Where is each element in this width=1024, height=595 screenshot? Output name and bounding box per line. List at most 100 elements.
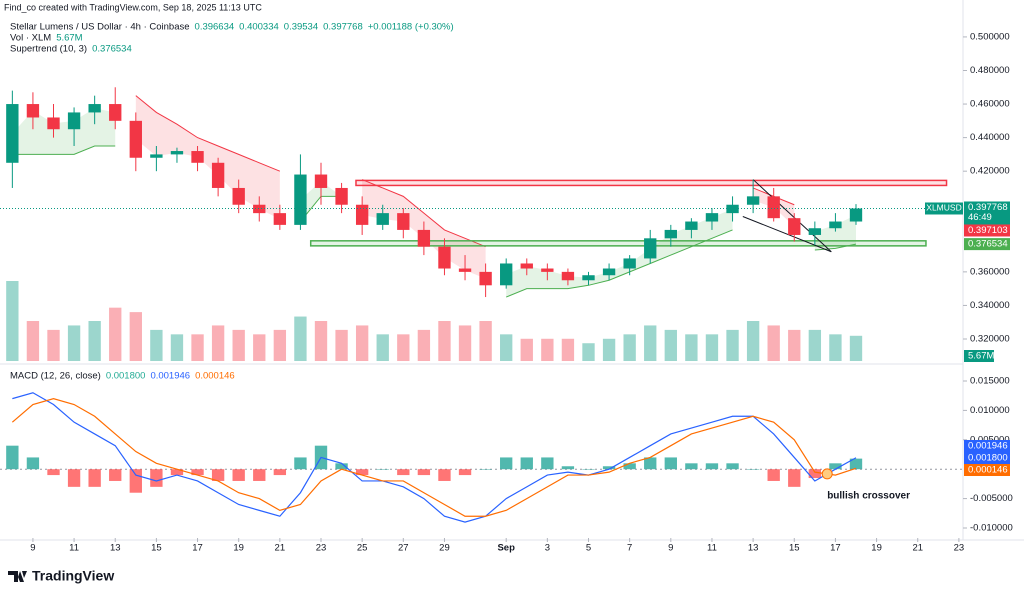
histogram-bar — [623, 463, 636, 470]
volume-bar — [520, 338, 533, 361]
symbol-label: XLMUSD — [926, 203, 961, 213]
volume-bar — [170, 334, 184, 361]
candle-body — [6, 104, 19, 163]
x-tick-label: 7 — [627, 543, 632, 554]
histogram-bar — [458, 469, 472, 476]
histogram-bar — [541, 457, 554, 470]
y-tick-label: 0.340000 — [970, 300, 1010, 311]
histogram-bar — [479, 469, 492, 470]
candle-body — [623, 258, 636, 269]
histogram-bar — [397, 469, 410, 476]
histogram-bar — [829, 463, 842, 470]
supertrend-line — [135, 95, 281, 172]
candle-body — [273, 213, 287, 225]
candle-body — [253, 204, 266, 214]
candle-body — [294, 174, 307, 225]
volume-bar — [664, 329, 677, 361]
histogram-bar — [808, 469, 822, 479]
volume-bar — [561, 338, 575, 361]
histogram-bar — [273, 469, 287, 476]
volume-bar — [294, 316, 307, 361]
volume-bar — [438, 321, 451, 361]
y-tick-label: 0.440000 — [970, 132, 1010, 143]
histogram-bar — [294, 457, 307, 470]
x-tick-label: 21 — [912, 543, 923, 554]
histogram-bar — [109, 469, 122, 481]
histogram-bar — [767, 469, 780, 481]
y-tick-label: 0.015000 — [970, 376, 1010, 387]
volume-bar — [273, 329, 287, 361]
volume-bar — [314, 321, 328, 361]
histogram-bar — [746, 469, 760, 470]
histogram-bar — [849, 458, 863, 470]
histogram-bar — [520, 457, 533, 470]
macd-badge — [964, 440, 1010, 452]
histogram-bar — [602, 466, 616, 470]
legend-text: MACD (12, 26, close) — [10, 371, 101, 382]
histogram-bar — [26, 457, 40, 470]
histogram-bar — [500, 457, 513, 470]
trendline — [752, 179, 832, 253]
legend-text: Stellar Lumens / US Dollar · 4h · Coinba… — [10, 22, 190, 33]
volume-bar — [767, 325, 780, 361]
volume-bar — [150, 329, 163, 361]
candle-body — [602, 268, 616, 276]
x-tick-label: 17 — [830, 543, 841, 554]
histogram-bar — [438, 469, 451, 481]
x-tick-label: 9 — [668, 543, 673, 554]
x-tick-label: 3 — [545, 543, 550, 554]
histogram-bar — [67, 469, 81, 487]
histogram-bar — [6, 445, 19, 470]
legend-text: 0.39534 — [284, 22, 318, 33]
x-tick-label: 13 — [110, 543, 121, 554]
x-tick-label: 9 — [30, 543, 35, 554]
macd-value-label: 0.001946 — [968, 441, 1008, 452]
price-badge — [964, 224, 1010, 237]
annotation: bullish crossover — [827, 490, 910, 501]
histogram-badge — [964, 452, 1010, 464]
y-tick-label: -0.005000 — [970, 493, 1013, 504]
candle-body — [67, 112, 81, 130]
histogram-bar — [47, 469, 60, 476]
volume-bar — [541, 338, 554, 361]
candle-body — [438, 246, 451, 269]
volume-bar — [849, 335, 863, 361]
candle-body — [520, 263, 533, 269]
candle-body — [582, 275, 595, 281]
logo: TradingView — [8, 568, 114, 584]
symbol-badge — [925, 202, 963, 215]
histogram-bar — [232, 469, 245, 481]
y-tick-label: 0.005000 — [970, 434, 1010, 445]
histogram-bar — [335, 463, 348, 470]
histogram-bar — [561, 466, 575, 470]
candle-body — [335, 187, 348, 205]
x-tick-label: 15 — [151, 543, 162, 554]
credit: Find_co created with TradingView.com, Se… — [4, 2, 262, 12]
supertrend-price: 0.376534 — [968, 239, 1008, 250]
candle-body — [417, 229, 431, 247]
supertrend-fill — [753, 187, 795, 227]
volume-bar — [67, 325, 81, 361]
supertrend-fill — [300, 181, 342, 222]
y-tick-label: 0.480000 — [970, 65, 1010, 76]
signal-value-label: 0.000146 — [968, 465, 1008, 476]
x-tick-label: 19 — [233, 543, 244, 554]
candle-body — [211, 162, 225, 188]
price-label: 0.397768 — [968, 202, 1008, 213]
zone — [309, 240, 927, 247]
candle-body — [314, 174, 328, 188]
histogram-bar — [129, 469, 142, 493]
candle-body — [232, 187, 245, 205]
legend-text: 0.400334 — [239, 22, 279, 33]
volume-bar — [109, 307, 122, 361]
histogram-bar — [211, 469, 225, 481]
histogram-value-label: 0.001800 — [968, 453, 1008, 464]
volume-bar — [376, 334, 389, 361]
x-tick-label: 17 — [192, 543, 203, 554]
supertrend-line — [361, 179, 486, 248]
volume-bar — [705, 334, 719, 361]
volume-bar — [335, 329, 348, 361]
volume-bar — [788, 329, 801, 361]
x-tick-label: 11 — [707, 543, 717, 554]
